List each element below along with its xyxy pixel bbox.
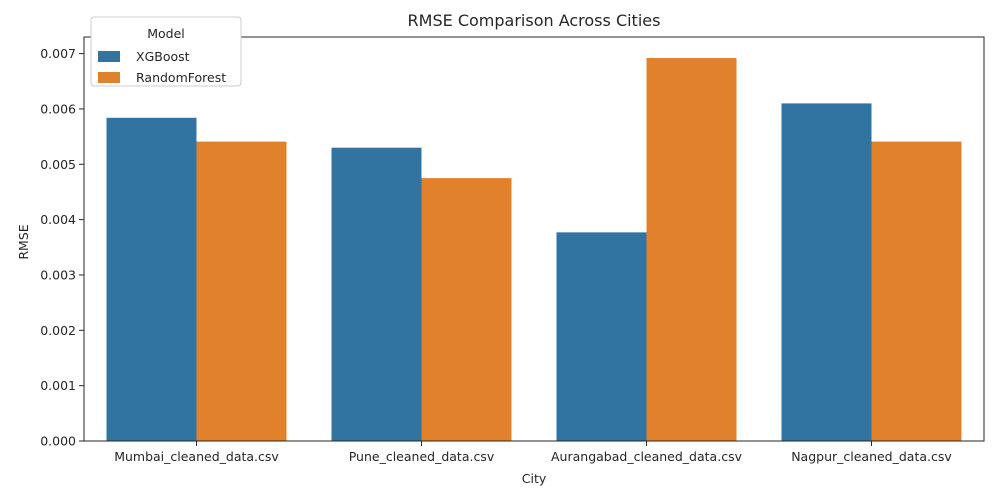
x-tick-label: Nagpur_cleaned_data.csv [791, 449, 952, 464]
bar-xgboost-3 [556, 232, 647, 441]
y-tick-label: 0.004 [40, 212, 76, 227]
chart-title: RMSE Comparison Across Cities [408, 11, 661, 30]
bar-randomforest-3 [646, 58, 737, 441]
y-tick-label: 0.001 [40, 378, 76, 393]
legend-label-xgboost: XGBoost [136, 49, 190, 64]
x-tick-label: Mumbai_cleaned_data.csv [114, 449, 279, 464]
bar-randomforest-4 [871, 141, 962, 441]
y-tick-label: 0.007 [40, 46, 76, 61]
bar-xgboost-1 [106, 117, 197, 442]
plot-frame [83, 36, 985, 442]
legend-title: Model [147, 26, 185, 41]
bar-xgboost-2 [331, 147, 422, 441]
x-tick-label: Aurangabad_cleaned_data.csv [551, 449, 743, 464]
legend-label-randomforest: RandomForest [136, 70, 226, 85]
y-axis-label: RMSE [16, 224, 31, 259]
bar-randomforest-2 [421, 178, 512, 441]
legend: Model XGBoost RandomForest [90, 16, 242, 87]
y-tick-label: 0.005 [40, 157, 76, 172]
plot-area: 0.000 0.001 0.002 0.003 0.004 0.005 0.006 0.007… [40, 36, 985, 464]
y-tick-label: 0.002 [40, 323, 76, 338]
legend-swatch-xgboost [98, 51, 120, 62]
bar-xgboost-4 [781, 103, 872, 442]
bar-randomforest-1 [196, 141, 287, 441]
x-tick-label: Pune_cleaned_data.csv [349, 449, 495, 464]
y-tick-label: 0.006 [40, 101, 76, 116]
legend-swatch-randomforest [98, 72, 120, 83]
legend-frame [90, 16, 242, 87]
y-tick-label: 0.000 [40, 434, 76, 449]
x-axis-label: City [522, 471, 547, 486]
y-tick-label: 0.003 [40, 267, 76, 282]
